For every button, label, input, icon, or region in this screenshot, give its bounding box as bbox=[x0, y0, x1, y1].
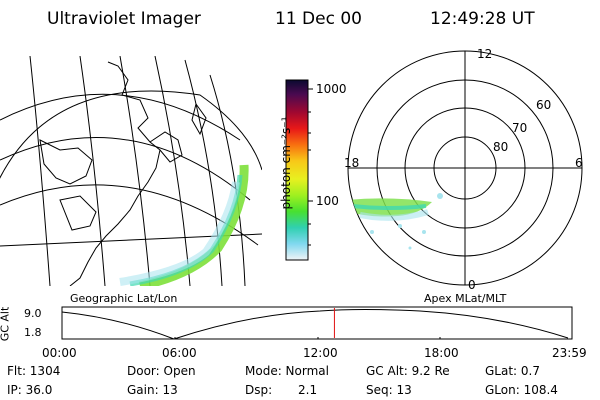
dsp-value: 2.1 bbox=[298, 383, 318, 397]
dsp-label: Dsp: bbox=[245, 383, 273, 397]
xtick-1800: 18:00 bbox=[424, 346, 459, 360]
polar-panel-label: Apex MLat/MLT bbox=[424, 292, 507, 305]
mlt-label-18: 18 bbox=[344, 156, 360, 170]
xtick-0000: 00:00 bbox=[42, 346, 77, 360]
gain-value: Gain: 13 bbox=[127, 383, 178, 397]
colorbar-tick-100: 100 bbox=[316, 194, 339, 208]
geo-panel-label: Geographic Lat/Lon bbox=[70, 292, 178, 305]
door-status: Door: Open bbox=[127, 364, 196, 378]
altitude-plot bbox=[61, 306, 573, 340]
mlt-label-12: 12 bbox=[477, 47, 493, 61]
mode-status: Mode: Normal bbox=[245, 364, 329, 378]
mlat-label-70: 70 bbox=[512, 121, 528, 135]
gc-altitude: GC Alt: 9.2 Re bbox=[366, 364, 450, 378]
colorbar bbox=[285, 79, 309, 261]
mlt-label-0: 0 bbox=[468, 278, 476, 292]
xtick-0600: 06:00 bbox=[162, 346, 197, 360]
sequence-value: Seq: 13 bbox=[366, 383, 412, 397]
xtick-2359: 23:59 bbox=[552, 346, 587, 360]
mlat-label-80: 80 bbox=[493, 140, 509, 154]
ip-value: IP: 36.0 bbox=[7, 383, 53, 397]
mlat-label-60: 60 bbox=[536, 98, 552, 112]
flight-number: Flt: 1304 bbox=[7, 364, 61, 378]
mlt-label-6: 6 bbox=[575, 156, 583, 170]
glat-value: GLat: 0.7 bbox=[485, 364, 540, 378]
altitude-ylabel: GC Alt bbox=[0, 306, 12, 342]
colorbar-label: photon cm⁻²s⁻¹ bbox=[279, 116, 293, 210]
glon-value: GLon: 108.4 bbox=[485, 383, 558, 397]
date-label: 11 Dec 00 bbox=[275, 9, 362, 29]
altitude-ytick-9: 9.0 bbox=[24, 307, 42, 320]
geographic-map bbox=[0, 56, 262, 286]
altitude-ytick-1-8: 1.8 bbox=[24, 326, 42, 339]
colorbar-tick-1000: 1000 bbox=[316, 82, 347, 96]
time-label: 12:49:28 UT bbox=[430, 9, 535, 29]
instrument-title: Ultraviolet Imager bbox=[47, 9, 201, 29]
polar-plot bbox=[347, 50, 583, 286]
xtick-1200: 12:00 bbox=[303, 346, 338, 360]
